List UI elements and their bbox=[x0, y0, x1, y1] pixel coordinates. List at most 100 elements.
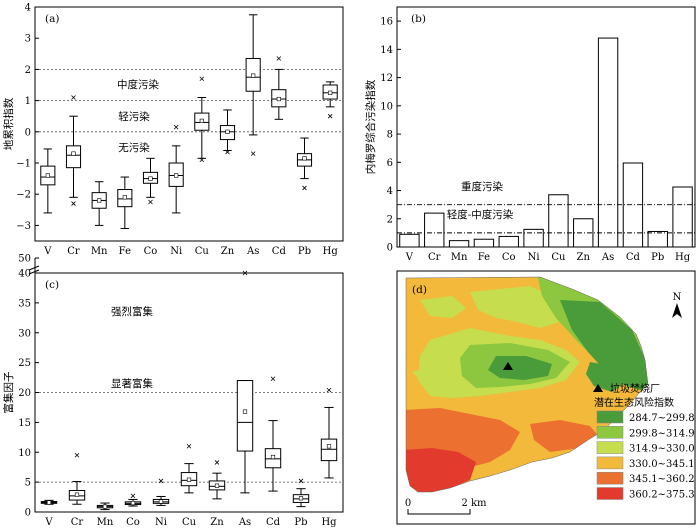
north-arrow-icon bbox=[672, 303, 682, 318]
box-mean bbox=[251, 73, 256, 78]
x-tick-label: V bbox=[405, 252, 414, 263]
box-mean bbox=[74, 492, 80, 497]
box-iqr bbox=[320, 438, 338, 462]
outlier-mark bbox=[270, 376, 276, 382]
box-mean bbox=[45, 173, 50, 178]
box-mean bbox=[71, 151, 76, 156]
outlier-mark bbox=[199, 157, 205, 163]
map-region bbox=[406, 448, 476, 492]
outlier-mark bbox=[327, 113, 333, 119]
box-mean bbox=[102, 504, 108, 509]
box-mean bbox=[158, 499, 164, 504]
box-Mn bbox=[91, 181, 107, 226]
box-Zn bbox=[219, 109, 236, 155]
box-mean bbox=[214, 483, 220, 488]
zone-label: 显著富集 bbox=[111, 377, 153, 390]
y-tick-label: 6 bbox=[387, 158, 393, 169]
x-tick-label: Cu bbox=[182, 517, 197, 528]
x-tick-label: V bbox=[43, 246, 52, 257]
outlier-mark bbox=[71, 95, 76, 100]
panel-label: (d) bbox=[412, 284, 427, 296]
bar-Cu bbox=[548, 194, 569, 248]
box-V bbox=[40, 148, 56, 214]
y-axis-label: 富集因子 bbox=[2, 372, 15, 414]
box-mean bbox=[326, 444, 332, 449]
y-tick-label: 8 bbox=[387, 130, 393, 141]
box-mean bbox=[122, 195, 127, 200]
x-tick-label: Pb bbox=[298, 246, 311, 257]
outlier-mark bbox=[242, 270, 248, 276]
x-tick-label: Pb bbox=[294, 517, 307, 528]
outlier-mark bbox=[214, 460, 220, 465]
y-tick-label: 0 bbox=[25, 127, 31, 138]
y-tick-label: 4 bbox=[387, 186, 393, 197]
x-tick-label: Cd bbox=[272, 246, 287, 257]
legend-label: 330.0~345.1 bbox=[629, 459, 695, 470]
box-Zn bbox=[208, 460, 226, 500]
box-Fe bbox=[117, 176, 133, 230]
box-Co bbox=[124, 493, 142, 507]
x-tick-label: Ni bbox=[155, 517, 167, 528]
box-Hg bbox=[322, 81, 338, 119]
zone-label: 中度污染 bbox=[117, 78, 159, 91]
x-tick-label: Ni bbox=[170, 246, 182, 257]
x-tick-label: Cd bbox=[626, 252, 641, 263]
box-Cu bbox=[180, 443, 198, 494]
y-tick-label: 10 bbox=[380, 101, 393, 112]
bar-As bbox=[597, 37, 619, 248]
y-tick-label: 15 bbox=[18, 418, 31, 429]
y-tick-label: −1 bbox=[16, 159, 31, 170]
panel-label: (a) bbox=[45, 13, 59, 25]
box-As bbox=[236, 270, 254, 494]
legend-marker-label: 垃圾焚烧厂 bbox=[610, 382, 660, 395]
y-tick-label: 14 bbox=[380, 45, 393, 56]
x-tick-label: Ni bbox=[528, 252, 540, 263]
y-tick-label: 3 bbox=[25, 34, 31, 45]
scale-label: 0 bbox=[405, 498, 411, 509]
box-Ni bbox=[152, 478, 170, 506]
y-tick-label: −3 bbox=[16, 221, 31, 232]
map-outline bbox=[405, 276, 649, 493]
legend-label: 345.1~360.2 bbox=[629, 474, 695, 485]
x-tick-label: Hg bbox=[323, 246, 339, 257]
box-mean bbox=[46, 500, 52, 505]
box-mean bbox=[302, 156, 307, 161]
y-axis-label: 内梅罗综合污染指数 bbox=[364, 79, 377, 174]
box-Cr bbox=[68, 452, 86, 505]
box-mean bbox=[298, 496, 304, 501]
box-mean bbox=[225, 129, 230, 134]
box-mean bbox=[148, 176, 153, 181]
y-tick-label: 40 bbox=[18, 269, 31, 280]
outlier-mark bbox=[71, 201, 76, 206]
x-tick-label: Fe bbox=[119, 246, 131, 257]
x-tick-label: Cr bbox=[67, 246, 80, 257]
x-tick-label: Cu bbox=[551, 252, 566, 263]
bar-Hg bbox=[672, 186, 693, 248]
scale-label: 2 km bbox=[461, 498, 487, 509]
x-tick-label: Mn bbox=[91, 246, 108, 257]
y-axis-label: 地累积指数 bbox=[2, 97, 15, 150]
bar-Mn bbox=[448, 240, 470, 248]
bar-Cd bbox=[622, 162, 644, 248]
box-iqr bbox=[236, 380, 254, 452]
x-tick-label: Pb bbox=[651, 252, 664, 263]
box-mean bbox=[186, 477, 192, 482]
legend-title: 潜在生态风险指数 bbox=[594, 396, 674, 409]
box-Ni bbox=[168, 124, 184, 214]
map-region bbox=[586, 362, 626, 392]
box-mean bbox=[174, 173, 179, 178]
y-tick-label: 20 bbox=[18, 388, 31, 399]
x-tick-label: Mn bbox=[97, 517, 114, 528]
x-tick-label: As bbox=[601, 252, 614, 263]
x-tick-label: Cr bbox=[428, 252, 441, 263]
box-Cu bbox=[194, 76, 210, 163]
x-tick-label: As bbox=[246, 246, 259, 257]
outlier-mark bbox=[130, 493, 136, 499]
y-tick-label: 16 bbox=[380, 17, 393, 28]
box-mean bbox=[130, 500, 136, 506]
outlier-mark bbox=[158, 478, 164, 484]
legend-swatch bbox=[596, 426, 624, 439]
box-As bbox=[245, 14, 261, 156]
bar-Zn bbox=[573, 218, 594, 248]
